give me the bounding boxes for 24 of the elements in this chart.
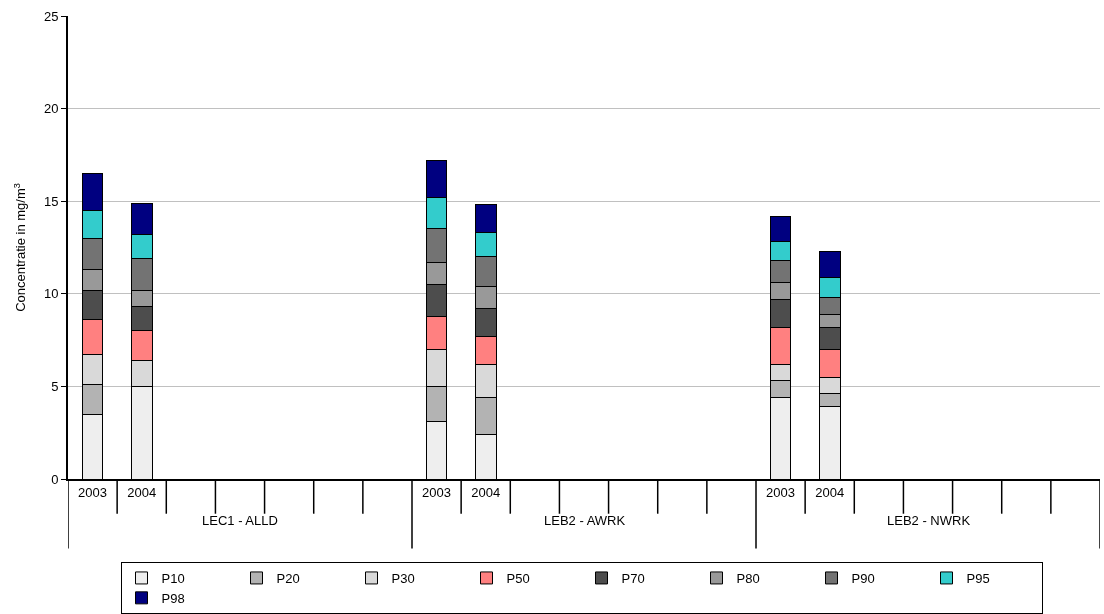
y-tick-label: 15 xyxy=(43,193,59,209)
y-tick-label: 5 xyxy=(51,378,59,394)
x-tick-label: 2004 xyxy=(471,484,501,500)
legend-label: P30 xyxy=(391,571,415,587)
legend-label: P10 xyxy=(161,571,185,587)
y-tick-label: 25 xyxy=(43,8,59,24)
y-tick-label: 0 xyxy=(51,471,59,487)
x-tick-label: 2003 xyxy=(422,484,452,500)
x-tick-label: 2003 xyxy=(78,484,108,500)
x-tick-label: 2003 xyxy=(766,484,796,500)
legend-label: P98 xyxy=(161,590,185,606)
legend-label: P20 xyxy=(276,571,300,587)
text: LEB2 - AWRK xyxy=(544,513,626,528)
x-tick-label: 2004 xyxy=(815,484,845,500)
legend-label: P95 xyxy=(966,571,990,587)
x-tick-label: 2004 xyxy=(127,484,157,500)
y-tick-label: 20 xyxy=(43,101,59,117)
legend-label: P90 xyxy=(851,571,875,587)
text: LEB2 - NWRK xyxy=(887,513,971,528)
y-tick-label: 10 xyxy=(43,286,59,302)
legend-label: P50 xyxy=(506,571,530,587)
text: LEC1 - ALLD xyxy=(202,513,278,528)
legend-label: P70 xyxy=(621,571,645,587)
legend-label: P80 xyxy=(736,571,760,587)
